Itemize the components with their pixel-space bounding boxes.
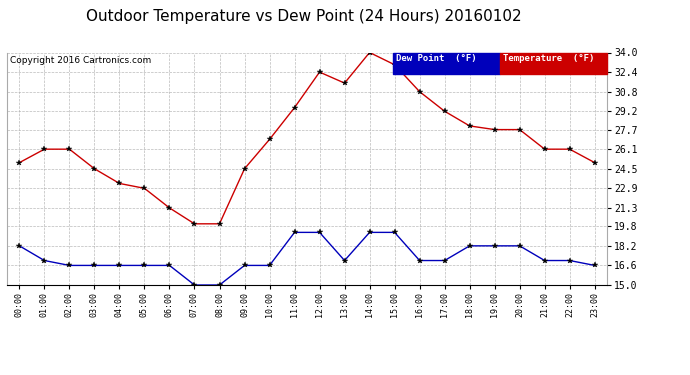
Text: Outdoor Temperature vs Dew Point (24 Hours) 20160102: Outdoor Temperature vs Dew Point (24 Hou… <box>86 9 522 24</box>
Text: Temperature  (°F): Temperature (°F) <box>503 54 594 63</box>
Text: Dew Point  (°F): Dew Point (°F) <box>396 54 477 63</box>
Text: Copyright 2016 Cartronics.com: Copyright 2016 Cartronics.com <box>10 56 152 65</box>
